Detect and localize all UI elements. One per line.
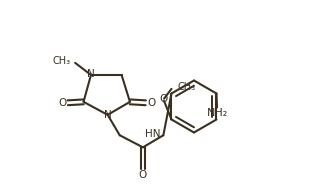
Text: O: O <box>147 98 155 108</box>
Text: O: O <box>139 170 147 180</box>
Text: N: N <box>104 110 112 120</box>
Text: CH₃: CH₃ <box>177 82 195 92</box>
Text: O: O <box>159 94 168 104</box>
Text: NH₂: NH₂ <box>207 108 228 118</box>
Text: CH₃: CH₃ <box>52 56 71 66</box>
Text: HN: HN <box>145 129 161 139</box>
Text: N: N <box>87 69 95 79</box>
Text: O: O <box>58 98 66 108</box>
